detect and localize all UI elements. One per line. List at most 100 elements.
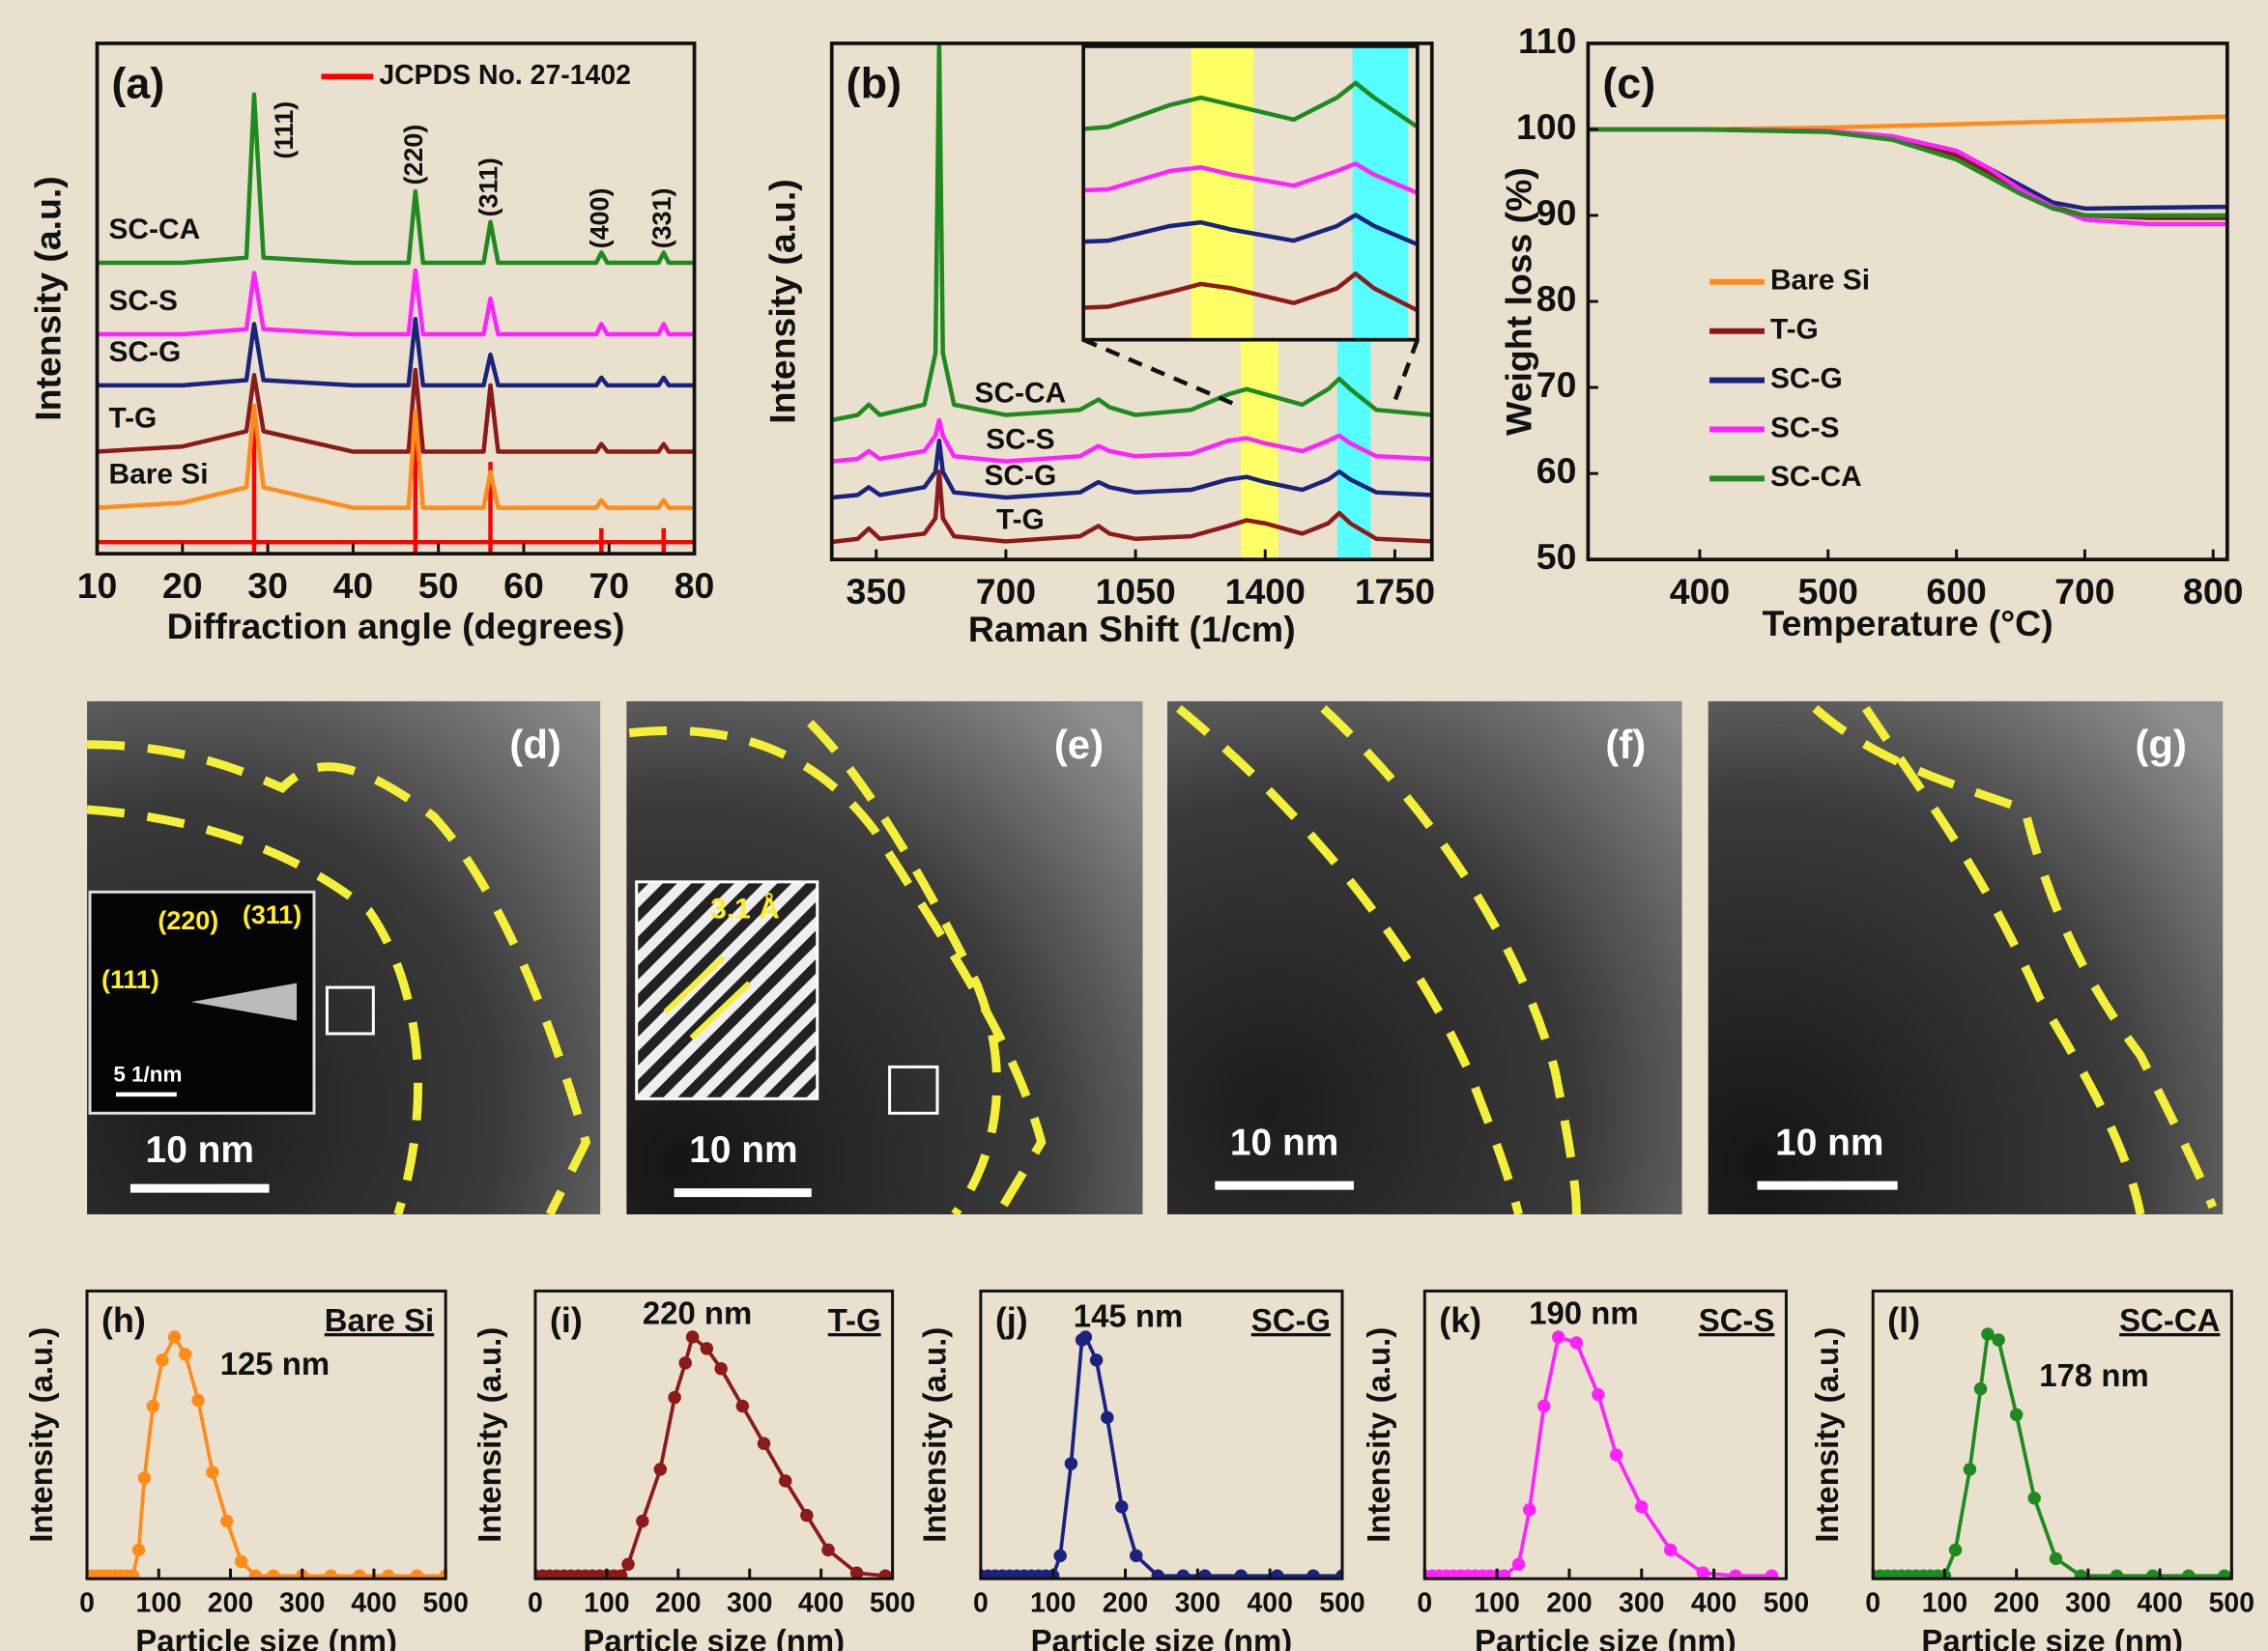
x-tick-label: 300 [1175,1588,1220,1619]
data-point [1593,1389,1604,1401]
legend-label: SC-G [1770,362,1843,394]
data-point [654,1464,666,1475]
inset-label: (111) [101,965,159,994]
panel-title: (j) [995,1300,1028,1340]
data-point [236,1555,247,1567]
data-point [1964,1464,1975,1475]
x-tick-label: 700 [976,571,1036,612]
x-tick-label: 0 [1417,1588,1432,1619]
data-point [1665,1544,1677,1555]
series-label: SC-G [1251,1302,1331,1338]
legend-label: T-G [1770,314,1819,346]
data-point [1116,1501,1128,1513]
x-tick-label: 200 [1546,1588,1592,1619]
image-label: (f) [1605,722,1646,767]
panel-title: (h) [101,1300,146,1340]
x-axis-label: Temperature (°C) [1763,603,2053,643]
data-point [221,1516,233,1527]
inset-label: (220) [158,906,218,935]
x-tick-label: 0 [1865,1588,1880,1619]
x-tick-label: 0 [79,1588,95,1619]
data-point [1611,1449,1622,1461]
x-tick-label: 100 [1474,1588,1519,1619]
series-label: SC-S [986,424,1054,456]
x-axis-label: Diffraction angle (degrees) [167,606,625,646]
x-tick-label: 1050 [1095,571,1175,612]
data-point [1524,1504,1536,1516]
x-tick-label: 100 [1922,1588,1967,1619]
x-tick-label: 1750 [1355,571,1435,612]
image-label: (d) [509,722,561,767]
inset-scale: 5 1/nm [113,1062,182,1086]
y-tick-label: 70 [1536,364,1577,405]
peak-annotation: 190 nm [1529,1295,1638,1331]
x-axis-label: Particle size (nm) [583,1623,845,1651]
data-point [780,1475,791,1487]
data-point [2028,1493,2040,1504]
data-point [2051,1552,2062,1564]
x-tick-label: 100 [1030,1588,1076,1619]
x-tick-label: 500 [1319,1588,1364,1619]
scale-text: 10 nm [146,1129,254,1171]
legend-label: Bare Si [1770,265,1870,297]
x-axis-label: Particle size (nm) [1031,1623,1293,1651]
peak-label: (220) [399,125,428,185]
data-point [715,1363,727,1375]
data-point [2011,1409,2023,1420]
data-point [1975,1383,1987,1395]
data-point [138,1472,150,1484]
data-point [1570,1337,1582,1349]
data-point [669,1392,680,1404]
x-tick-label: 200 [208,1588,253,1619]
data-point [1065,1458,1077,1469]
x-tick-label: 60 [503,565,544,606]
data-point [1982,1328,1994,1340]
data-point [169,1331,181,1343]
x-tick-label: 200 [1994,1588,2039,1619]
data-point [192,1395,204,1407]
x-axis-label: Particle size (nm) [135,1623,397,1651]
tem-image-g: (g) 10 nm [1708,701,2224,1214]
y-axis-label: Intensity (a.u.) [1361,1327,1396,1543]
panel-title: (c) [1602,59,1655,108]
panel-title: (b) [847,59,902,108]
data-point [822,1544,834,1555]
x-axis-label: Particle size (nm) [1921,1623,2183,1651]
y-axis-label: Weight loss (%) [1498,167,1538,436]
data-point [1697,1567,1708,1579]
peak-label: (331) [647,188,676,249]
x-tick-label: 100 [584,1588,629,1619]
legend-label: JCPDS No. 27-1402 [379,60,631,91]
series-label: SC-S [1699,1302,1775,1338]
x-tick-label: 50 [418,565,459,606]
image-label: (e) [1054,722,1104,767]
panel-title: (i) [550,1300,583,1340]
tem-image-d: (d) (220) (311) (111) 5 1/nm 10 nm [87,701,600,1214]
x-tick-label: 400 [2137,1588,2182,1619]
x-tick-label: 700 [2054,571,2114,612]
data-point [687,1331,699,1343]
scale-text: 10 nm [1775,1123,1883,1164]
legend-label: SC-S [1770,412,1839,443]
image-label: (g) [2135,722,2187,767]
x-tick-label: 400 [1670,571,1730,612]
data-point [1091,1354,1103,1366]
data-point [1993,1334,2004,1346]
page: Si composite characterization figure htm… [0,0,2268,1651]
peak-annotation: 220 nm [643,1295,752,1331]
data-point [1513,1558,1525,1570]
data-point [1538,1401,1550,1412]
series-label: SC-CA [2119,1302,2220,1338]
x-tick-label: 0 [528,1588,543,1619]
y-axis-label: Intensity (a.u.) [23,1327,59,1543]
x-tick-label: 30 [247,565,288,606]
data-point [1054,1550,1066,1561]
x-tick-label: 40 [333,565,374,606]
series-label: SC-G [108,336,181,368]
x-axis-label: Raman Shift (1/cm) [968,609,1296,649]
x-tick-label: 350 [847,571,906,612]
y-tick-label: 110 [1518,20,1576,61]
peak-label: (311) [474,157,503,216]
x-tick-label: 300 [279,1588,325,1619]
series-label: SC-S [108,285,177,317]
